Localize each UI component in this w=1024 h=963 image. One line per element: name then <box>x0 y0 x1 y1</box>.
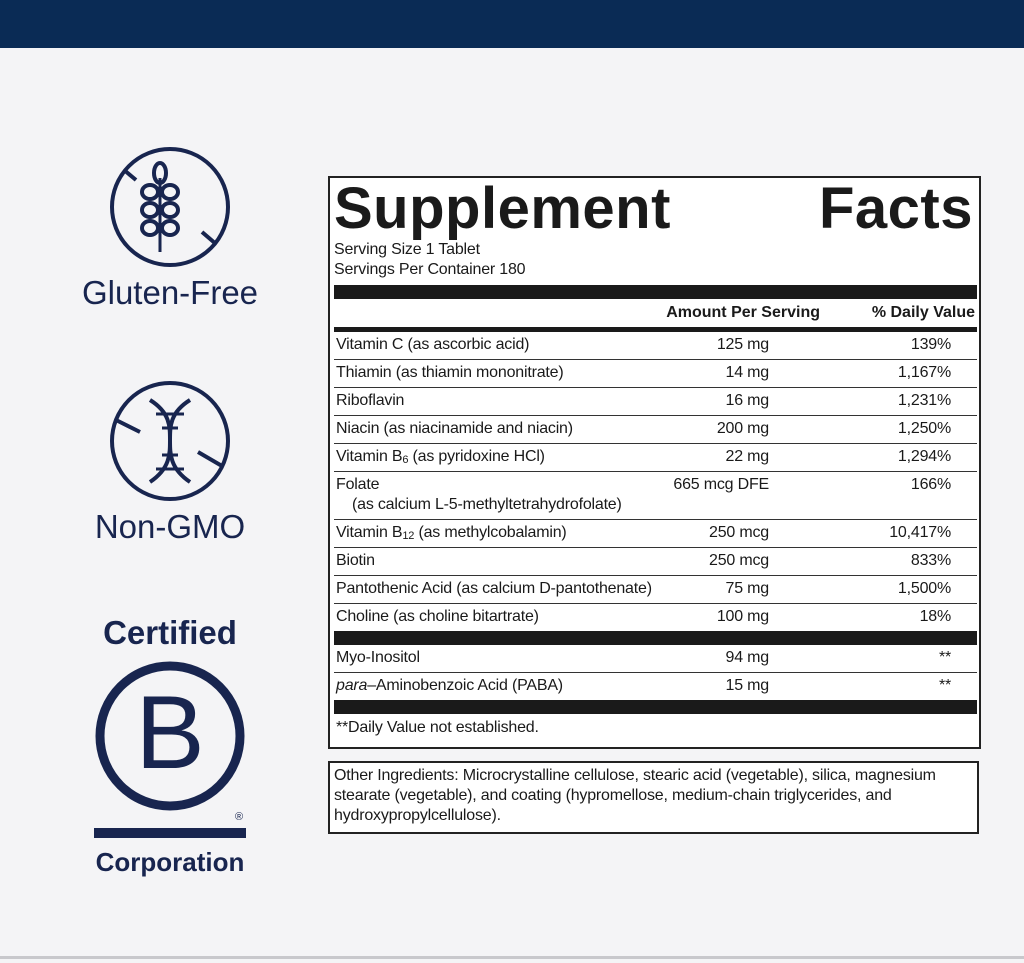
nutrient-row: Choline (as choline bitartrate) 100 mg 18% <box>334 604 977 631</box>
nutrient-name: Vitamin B12 (as methylcobalamin) <box>336 524 567 542</box>
supplement-facts: Supplement Facts Serving Size 1 Tablet S… <box>328 176 981 749</box>
nutrient-amount: 125 mg <box>716 336 769 353</box>
serving-size: Serving Size 1 Tablet <box>334 241 480 258</box>
nutrient-amount: 250 mcg <box>709 524 769 541</box>
badge-label: Non-GMO <box>94 508 246 545</box>
nutrient-dv: 1,167% <box>897 364 951 381</box>
nutrient-row: Vitamin C (as ascorbic acid) 125 mg 139% <box>334 332 977 360</box>
nutrient-dv: 1,294% <box>897 448 951 465</box>
servings-per-container: Servings Per Container 180 <box>334 261 526 278</box>
nutrient-amount: 22 mg <box>725 448 770 465</box>
nutrient-amount: 200 mg <box>716 420 769 437</box>
name-part: Biotin <box>336 552 375 569</box>
nutrient-dv: 18% <box>919 608 952 625</box>
badge-label: Certified <box>103 614 237 651</box>
nutrient-name: Myo-Inositol <box>336 649 420 667</box>
nutrient-row: Riboflavin 16 mg 1,231% <box>334 388 977 416</box>
nutrient-row: Biotin 250 mcg 833% <box>334 548 977 576</box>
nutrient-name: Choline (as choline bitartrate) <box>336 608 539 626</box>
name-part: Myo-Inositol <box>336 649 420 666</box>
nutrient-dv: 1,231% <box>897 392 951 409</box>
name-part: (as pyridoxine HCl) <box>408 448 545 465</box>
name-part: Niacin (as niacinamide and niacin) <box>336 420 573 437</box>
nutrient-amount: 16 mg <box>725 392 770 409</box>
badge-label: Corporation <box>95 847 245 877</box>
name-part: Pantothenic Acid (as calcium D-pantothen… <box>336 580 652 597</box>
nutrient-name: Vitamin B6 (as pyridoxine HCl) <box>336 448 545 466</box>
column-header: Amount Per Serving % Daily Value <box>334 299 977 327</box>
name-part: Folate <box>336 476 380 493</box>
nutrient-row: Myo-Inositol 94 mg ** <box>334 645 977 673</box>
name-part: 12 <box>402 530 415 542</box>
other-ingredients: Other Ingredients: Microcrystalline cell… <box>328 761 979 834</box>
name-part: Thiamin (as thiamin mononitrate) <box>336 364 564 381</box>
nutrient-row: Vitamin B12 (as methylcobalamin) 250 mcg 1… <box>334 520 977 548</box>
nutrient-name: Vitamin C (as ascorbic acid) <box>336 336 529 354</box>
nutrient-dv: ** <box>938 649 951 666</box>
name-part: (as methylcobalamin) <box>414 524 567 541</box>
name-part: –Aminobenzoic Acid (PABA) <box>367 677 563 694</box>
badge-icons <box>94 147 246 838</box>
nutrient-dv: 1,250% <box>897 420 951 437</box>
facts-title: Supplement Facts <box>334 178 973 240</box>
nutrient-name: Folate <box>336 476 379 494</box>
badge-label: Gluten-Free <box>81 274 259 311</box>
nutrient-name: Riboflavin <box>336 392 404 410</box>
nutrient-dv: 1,500% <box>897 580 951 597</box>
header-dv: % Daily Value <box>871 304 975 321</box>
nutrient-amount: 15 mg <box>725 677 770 694</box>
bottom-line <box>0 956 1024 959</box>
nutrient-dv: ** <box>938 677 951 694</box>
name-part: Vitamin C (as ascorbic acid) <box>336 336 530 353</box>
divider <box>334 327 977 332</box>
nutrient-amount: 250 mcg <box>709 552 769 569</box>
header-amount: Amount Per Serving <box>666 304 820 321</box>
nutrient-row: Folate (as calcium L-5-methyltetrahydrofo… <box>334 472 977 520</box>
top-bar <box>0 0 1024 48</box>
name-part: para <box>336 677 368 694</box>
nutrient-amount: 75 mg <box>725 580 770 597</box>
footnote: **Daily Value not established. <box>336 719 539 736</box>
nutrient-dv: 139% <box>910 336 951 353</box>
nutrient-detail: (as calcium L-5-methyltetrahydrofolate) <box>352 496 622 513</box>
nutrient-amount: 94 mg <box>725 649 770 666</box>
nutrient-name: Biotin <box>336 552 375 570</box>
nutrient-row: Thiamin (as thiamin mononitrate) 14 mg 1,1… <box>334 360 977 388</box>
registered-mark: ® <box>235 811 244 823</box>
nutrient-dv: 10,417% <box>889 524 951 541</box>
nutrient-groups: Vitamin C (as ascorbic acid) 125 mg 139% Th… <box>334 332 977 700</box>
nutrient-row: Pantothenic Acid (as calcium D-pantothen… <box>334 576 977 604</box>
nutrient-dv: 833% <box>910 552 951 569</box>
name-part: Choline (as choline bitartrate) <box>336 608 539 625</box>
divider <box>334 631 977 645</box>
nutrient-row: Niacin (as niacinamide and niacin) 200 mg… <box>334 416 977 444</box>
name-part: Vitamin B <box>336 524 403 541</box>
nutrient-name: Thiamin (as thiamin mononitrate) <box>336 364 564 382</box>
nutrient-name: para–Aminobenzoic Acid (PABA) <box>336 677 563 695</box>
nutrient-row: para–Aminobenzoic Acid (PABA) 15 mg ** <box>334 673 977 700</box>
name-part: Riboflavin <box>336 392 405 409</box>
divider <box>334 285 977 299</box>
nutrient-name: Pantothenic Acid (as calcium D-pantothen… <box>336 580 652 598</box>
nutrient-dv: 166% <box>910 476 951 493</box>
nutrient-amount: 665 mcg DFE <box>673 476 769 493</box>
divider <box>334 700 977 714</box>
nutrient-amount: 14 mg <box>725 364 770 381</box>
name-part: 6 <box>402 454 409 466</box>
b-logo-letter: B <box>135 675 205 791</box>
name-part: Vitamin B <box>336 448 403 465</box>
nutrient-name: Niacin (as niacinamide and niacin) <box>336 420 573 438</box>
nutrient-amount: 100 mg <box>716 608 769 625</box>
nutrient-row: Vitamin B6 (as pyridoxine HCl) 22 mg 1,294… <box>334 444 977 472</box>
